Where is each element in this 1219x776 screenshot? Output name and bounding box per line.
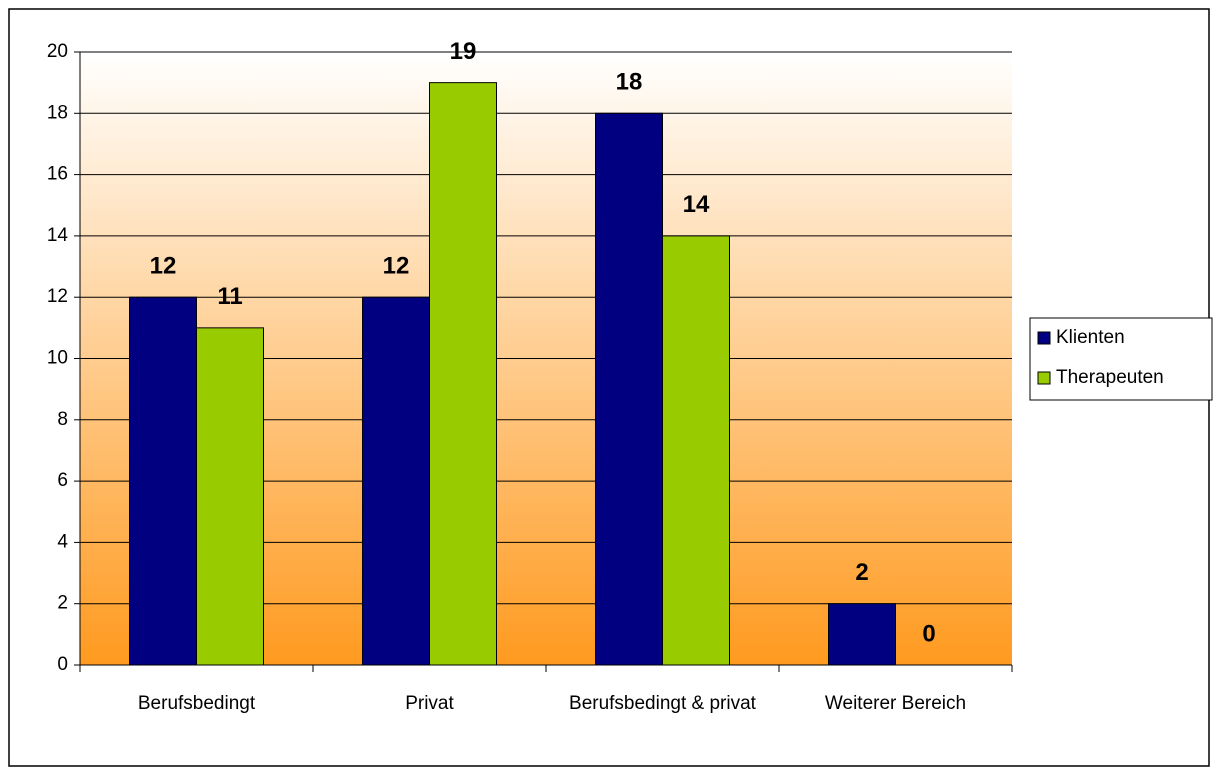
- data-label: 12: [150, 253, 177, 280]
- y-tick-label: 18: [47, 102, 68, 123]
- bar: [362, 296, 430, 666]
- legend-swatch: [1037, 331, 1051, 345]
- y-tick-label: 4: [57, 531, 68, 552]
- x-tick-label: Berufsbedingt: [137, 693, 256, 714]
- legend-swatch: [1037, 371, 1051, 385]
- x-tick-label: Privat: [405, 693, 454, 714]
- y-tick-label: 20: [47, 41, 68, 62]
- data-label: 0: [922, 620, 935, 647]
- y-tick-label: 14: [47, 225, 69, 246]
- y-tick-label: 8: [57, 409, 68, 430]
- y-tick-label: 6: [57, 470, 68, 491]
- y-tick-label: 2: [57, 593, 68, 614]
- legend-label: Therapeuten: [1056, 367, 1164, 388]
- legend-label: Klienten: [1056, 327, 1125, 348]
- data-label: 18: [616, 69, 643, 96]
- x-tick-label: Berufsbedingt & privat: [569, 693, 756, 714]
- data-label: 19: [450, 38, 477, 65]
- bar: [129, 296, 197, 666]
- bar: [595, 112, 663, 666]
- bar: [196, 327, 264, 666]
- bar: [662, 235, 730, 666]
- y-tick-label: 12: [47, 286, 68, 307]
- data-label: 2: [855, 559, 868, 586]
- legend-box: [1029, 317, 1213, 401]
- bar: [429, 82, 497, 666]
- y-tick-label: 16: [47, 164, 68, 185]
- bar: [828, 603, 896, 666]
- data-label: 12: [383, 253, 410, 280]
- y-tick-label: 0: [57, 654, 68, 675]
- data-label: 14: [683, 191, 710, 218]
- x-tick-label: Weiterer Bereich: [824, 693, 967, 714]
- data-label: 11: [217, 283, 242, 310]
- y-tick-label: 10: [47, 348, 68, 369]
